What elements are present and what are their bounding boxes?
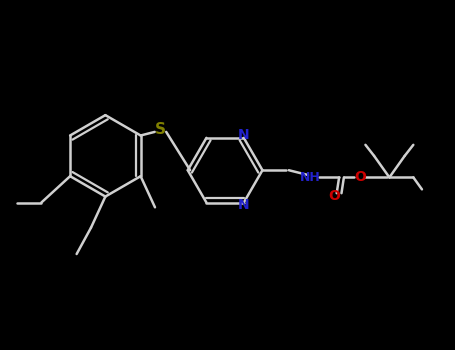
Text: N: N: [238, 128, 250, 142]
Text: O: O: [329, 189, 340, 203]
Text: NH: NH: [300, 171, 321, 184]
Text: S: S: [155, 122, 166, 137]
Text: O: O: [354, 170, 366, 184]
Text: N: N: [238, 198, 250, 212]
